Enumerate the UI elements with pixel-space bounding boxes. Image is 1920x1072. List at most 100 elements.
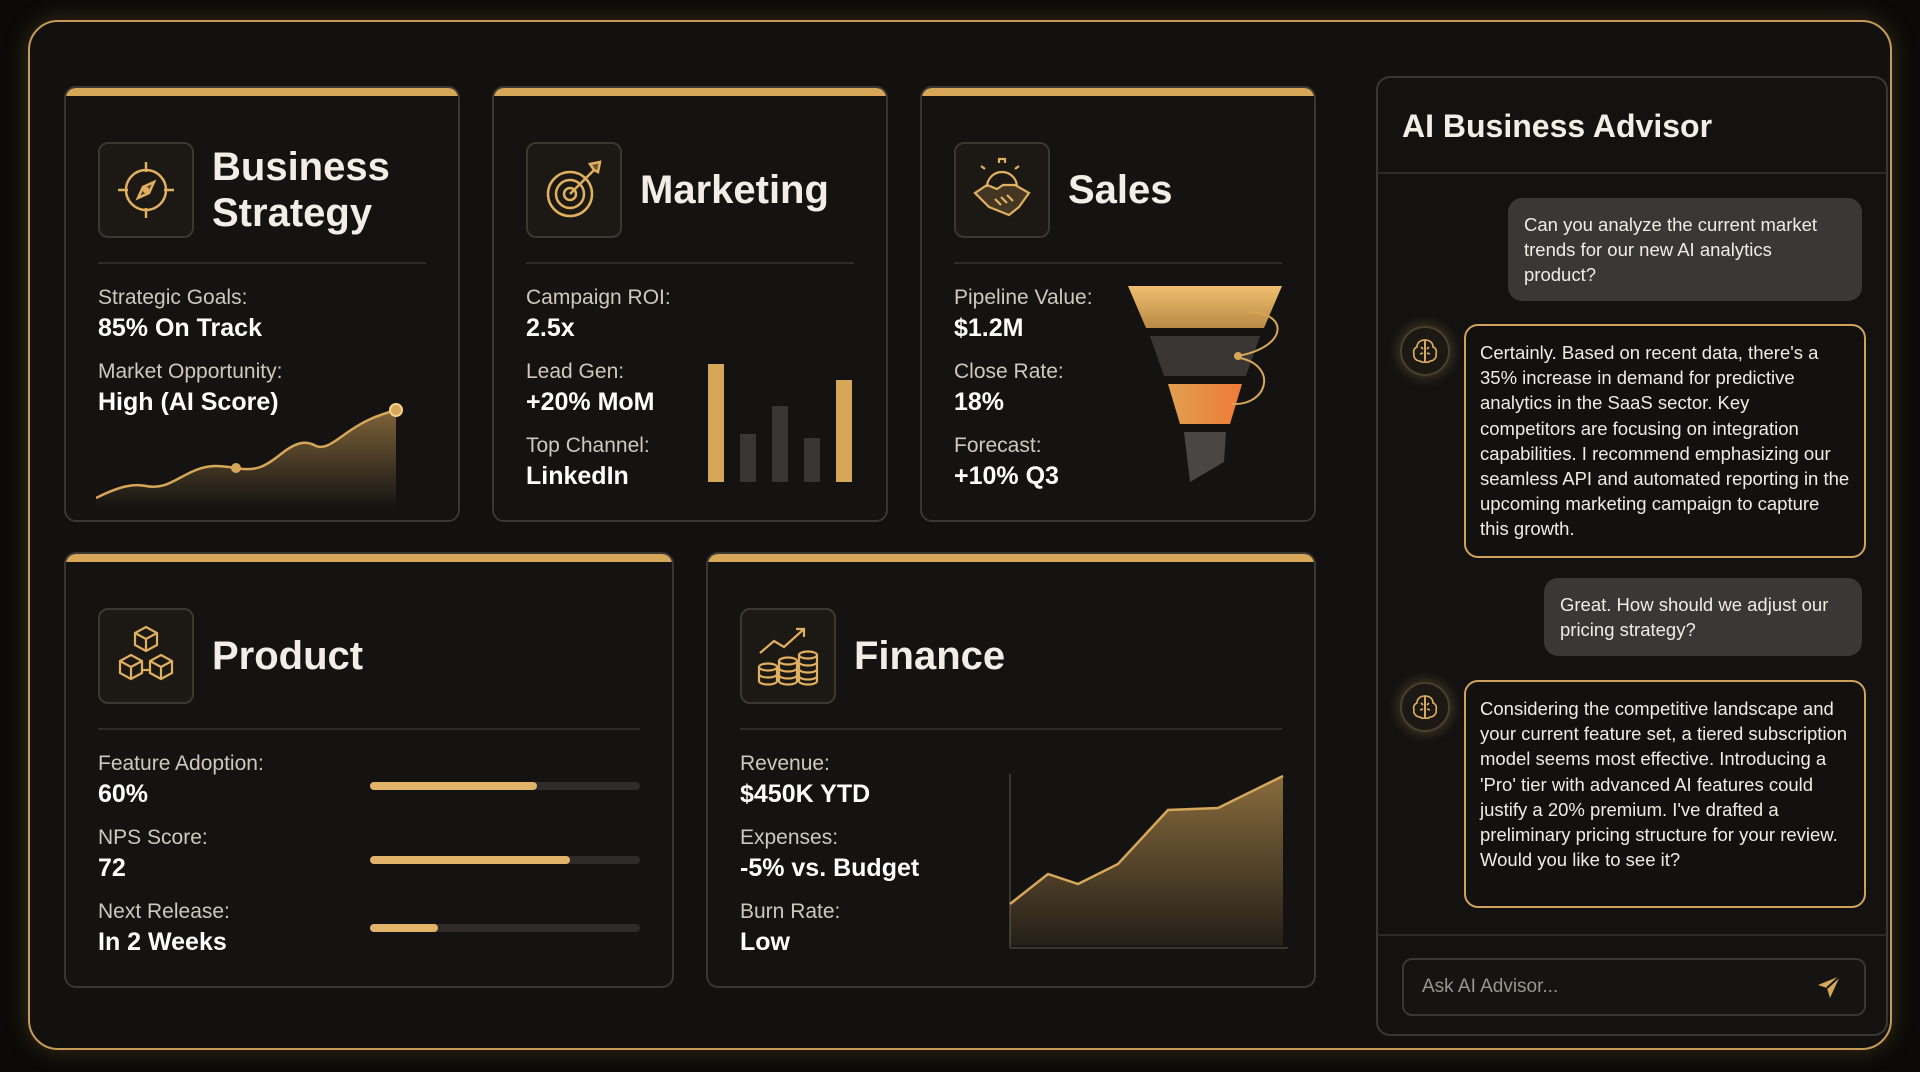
metric-next-release: Next Release: In 2 Weeks — [98, 898, 230, 958]
metric-top-channel: Top Channel: LinkedIn — [526, 432, 650, 492]
metric-burn-rate: Burn Rate: Low — [740, 898, 840, 958]
chat-message-ai: Considering the competitive landscape an… — [1464, 680, 1866, 908]
progress-fill — [370, 782, 538, 790]
metric-feature-adoption: Feature Adoption: 60% — [98, 750, 264, 810]
advisor-title: AI Business Advisor — [1402, 108, 1713, 144]
funnel-stage — [1150, 336, 1260, 376]
send-button[interactable] — [1812, 970, 1846, 1004]
bar — [740, 434, 756, 482]
trend-line-chart — [96, 403, 403, 508]
product-card[interactable]: Product Feature Adoption: 60% NPS Score:… — [64, 552, 674, 988]
metric-value: 18% — [954, 388, 1005, 416]
card-title: Marketing — [640, 168, 829, 212]
brain-icon — [1400, 326, 1450, 376]
card-title: Finance — [854, 634, 1006, 678]
metric-value: High (AI Score) — [98, 388, 279, 416]
handshake-gear-icon — [954, 142, 1050, 238]
metric-value: In 2 Weeks — [98, 928, 227, 956]
divider — [526, 262, 854, 264]
metric-value: LinkedIn — [526, 462, 629, 490]
divider — [740, 728, 1282, 730]
metric-nps-score: NPS Score: 72 — [98, 824, 208, 884]
metric-close-rate: Close Rate: 18% — [954, 358, 1064, 418]
divider — [1378, 172, 1886, 174]
bar — [804, 438, 820, 482]
compass-icon — [98, 142, 194, 238]
bar — [772, 406, 788, 482]
divider — [954, 262, 1282, 264]
card-title: Product — [212, 634, 364, 678]
card-title: Business — [212, 145, 390, 189]
lead-bar-chart — [708, 364, 852, 482]
chat-message-user: Great. How should we adjust our pricing … — [1544, 578, 1862, 656]
metric-label: Top Channel: — [526, 434, 650, 457]
brain-icon — [1400, 682, 1450, 732]
funnel-stage — [1128, 286, 1282, 328]
metric-label: Next Release: — [98, 900, 230, 923]
metric-market-opportunity: Market Opportunity: High (AI Score) — [98, 358, 282, 418]
metric-label: Strategic Goals: — [98, 286, 248, 309]
message-text: Can you analyze the current market trend… — [1524, 214, 1818, 285]
message-text: Considering the competitive landscape an… — [1480, 698, 1848, 871]
metric-label: Campaign ROI: — [526, 286, 671, 309]
message-text: Great. How should we adjust our pricing … — [1560, 594, 1829, 640]
sales-card[interactable]: Sales Pipeline Value: $1.2M Close Rate: … — [920, 86, 1316, 522]
marketing-card[interactable]: Marketing Campaign ROI: 2.5x Lead Gen: +… — [492, 86, 888, 522]
progress-fill — [370, 856, 570, 864]
metric-value: $1.2M — [954, 314, 1024, 342]
metric-campaign-roi: Campaign ROI: 2.5x — [526, 284, 671, 344]
metric-value: $450K YTD — [740, 780, 871, 808]
bar — [836, 380, 852, 482]
chat-message-ai: Certainly. Based on recent data, there's… — [1464, 324, 1866, 558]
metric-value: 85% On Track — [98, 314, 262, 342]
metric-strategic-goals: Strategic Goals: 85% On Track — [98, 284, 262, 344]
card-title: Sales — [1068, 168, 1173, 212]
metric-label: Lead Gen: — [526, 360, 625, 383]
metric-lead-gen: Lead Gen: +20% MoM — [526, 358, 655, 418]
progress-bar-next-release — [370, 924, 640, 932]
ai-advisor-panel: AI Business Advisor Can you analyze the … — [1376, 76, 1888, 1036]
dashboard-frame: Business Strategy Strategic Goals: 85% O… — [28, 20, 1892, 1050]
metric-forecast: Forecast: +10% Q3 — [954, 432, 1059, 492]
ask-advisor-input[interactable] — [1422, 976, 1812, 998]
metric-revenue: Revenue: $450K YTD — [740, 750, 870, 810]
chat-message-user: Can you analyze the current market trend… — [1508, 198, 1862, 301]
metric-value: +20% MoM — [526, 388, 655, 416]
revenue-area-chart — [1009, 774, 1288, 949]
sales-funnel-chart — [1128, 286, 1282, 482]
funnel-stage — [1184, 432, 1226, 482]
message-text: Certainly. Based on recent data, there's… — [1480, 342, 1850, 540]
send-icon — [1818, 975, 1841, 998]
divider — [98, 728, 640, 730]
metric-value: +10% Q3 — [954, 462, 1059, 490]
metric-label: Forecast: — [954, 434, 1042, 457]
metric-pipeline-value: Pipeline Value: $1.2M — [954, 284, 1093, 344]
metric-label: Close Rate: — [954, 360, 1064, 383]
card-title-line2: Strategy — [212, 191, 373, 235]
divider — [98, 262, 426, 264]
metric-value: Low — [740, 928, 790, 956]
metric-label: Pipeline Value: — [954, 286, 1093, 309]
metric-value: 60% — [98, 780, 149, 808]
metric-label: Expenses: — [740, 826, 839, 849]
metric-label: NPS Score: — [98, 826, 208, 849]
divider — [1378, 934, 1886, 936]
finance-card[interactable]: Finance Revenue: $450K YTD Expenses: -5%… — [706, 552, 1316, 988]
progress-bar-nps-score — [370, 856, 640, 864]
ask-advisor-box — [1402, 958, 1866, 1016]
progress-bar-feature-adoption — [370, 782, 640, 790]
metric-label: Revenue: — [740, 752, 830, 775]
metric-label: Feature Adoption: — [98, 752, 264, 775]
cubes-icon — [98, 608, 194, 704]
business-strategy-card[interactable]: Business Strategy Strategic Goals: 85% O… — [64, 86, 460, 522]
metric-value: -5% vs. Budget — [740, 854, 920, 882]
metric-label: Market Opportunity: — [98, 360, 283, 383]
metric-value: 2.5x — [526, 314, 575, 342]
funnel-stage — [1168, 384, 1242, 424]
bar — [708, 364, 724, 482]
target-icon — [526, 142, 622, 238]
metric-value: 72 — [98, 854, 126, 882]
metric-label: Burn Rate: — [740, 900, 841, 923]
metric-expenses: Expenses: -5% vs. Budget — [740, 824, 919, 884]
progress-fill — [370, 924, 438, 932]
